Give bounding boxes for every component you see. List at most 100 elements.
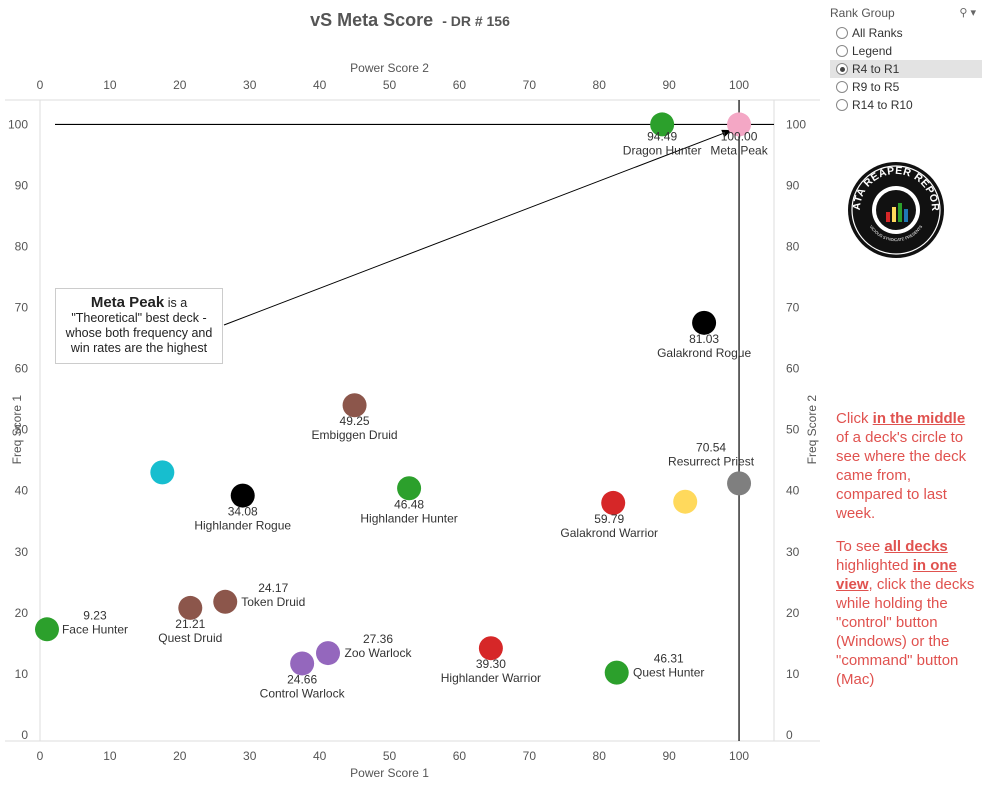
y-tick-label-left: 0: [21, 728, 28, 742]
deck-score-label: 49.25: [340, 414, 370, 428]
deck-point-zoo-warlock[interactable]: [316, 641, 341, 666]
x-tick-label-bottom: 70: [523, 749, 537, 763]
deck-point-galakrond-rogue[interactable]: [692, 310, 717, 335]
deck-point-meta-peak[interactable]: [727, 112, 752, 137]
filter-icons: ⚲ ▾: [959, 6, 976, 19]
title-sub: - DR # 156: [442, 13, 510, 29]
deck-score-label: 27.36: [363, 632, 393, 646]
filter-option[interactable]: R14 to R10: [830, 96, 982, 114]
highlight-all-note: To see all decks highlighted in one view…: [836, 537, 978, 689]
radio-icon[interactable]: [836, 99, 848, 111]
deck-name-label: Resurrect Priest: [668, 454, 755, 468]
meta-peak-callout: Meta Peak is a "Theoretical" best deck -…: [55, 288, 223, 364]
deck-score-label: 39.30: [476, 657, 506, 671]
radio-icon[interactable]: [836, 81, 848, 93]
deck-point-face-hunter[interactable]: [34, 617, 59, 642]
click-middle-note: Click in the middle of a deck's circle t…: [836, 409, 978, 523]
x-tick-label-bottom: 80: [593, 749, 607, 763]
x-tick-label-bottom: 30: [243, 749, 257, 763]
deck-point-dragon-hunter[interactable]: [650, 112, 675, 137]
y-tick-label-left: 70: [15, 301, 29, 315]
filter-header: Rank Group ⚲ ▾: [830, 6, 982, 24]
x-tick-label-top: 50: [383, 78, 397, 92]
filter-option-label: R14 to R10: [852, 98, 913, 112]
deck-name-label: Galakrond Rogue: [657, 346, 751, 360]
deck-point-control-warlock[interactable]: [290, 651, 315, 676]
x-tick-label-top: 80: [593, 78, 607, 92]
note2-text-b: highlighted: [836, 557, 913, 574]
note1-text-b: of a deck's circle to see where the deck…: [836, 429, 967, 522]
deck-point-quest-hunter[interactable]: [604, 660, 629, 685]
deck-name-label: Quest Hunter: [633, 666, 704, 680]
y-tick-label-left: 20: [15, 606, 29, 620]
deck-point-resurrect-priest[interactable]: [727, 471, 752, 496]
scatter-chart: 0010102020303040405050606070708080909010…: [5, 61, 820, 780]
deck-score-label: 94.49: [647, 129, 677, 143]
x-tick-label-top: 70: [523, 78, 537, 92]
deck-name-label: Face Hunter: [62, 622, 128, 636]
x-tick-label-top: 30: [243, 78, 257, 92]
x-tick-label-top: 0: [37, 78, 44, 92]
callout-bold: Meta Peak: [90, 294, 165, 311]
note1-link[interactable]: in the middle: [872, 410, 966, 427]
y-tick-label-right: 60: [786, 362, 800, 376]
deck-name-label: Highlander Hunter: [360, 511, 457, 525]
filter-title: Rank Group: [830, 6, 895, 20]
deck-score-label: 24.17: [258, 581, 288, 595]
deck-point-highlander-warrior[interactable]: [478, 636, 503, 661]
deck-name-label: Token Druid: [241, 595, 305, 609]
deck-name-label: Dragon Hunter: [623, 143, 702, 157]
filter-option-label: Legend: [852, 44, 893, 58]
deck-point-quest-druid[interactable]: [178, 595, 203, 620]
note2-link-all-decks[interactable]: all decks: [884, 538, 948, 555]
x-tick-label-top: 100: [729, 78, 749, 92]
deck-score-label: 46.48: [394, 497, 424, 511]
radio-icon[interactable]: [836, 27, 848, 39]
filter-option[interactable]: R4 to R1: [830, 60, 982, 78]
x-tick-label-bottom: 60: [453, 749, 467, 763]
x-tick-label-bottom: 0: [37, 749, 44, 763]
y-tick-label-right: 90: [786, 178, 800, 192]
y-tick-label-right: 80: [786, 240, 800, 254]
deck-point-unlabeled[interactable]: [673, 489, 698, 514]
note1-text-a: Click: [836, 410, 873, 427]
deck-score-label: 21.21: [175, 617, 205, 631]
x-tick-label-top: 20: [173, 78, 187, 92]
deck-point-embiggen-druid[interactable]: [342, 393, 367, 418]
filter-option[interactable]: All Ranks: [830, 24, 982, 42]
y-tick-label-left: 100: [8, 117, 28, 131]
y-axis-title-left: Freq Score 1: [10, 395, 24, 465]
note2-link-one-view[interactable]: in one view: [836, 557, 957, 593]
note2-text-a: To see: [836, 538, 885, 555]
deck-name-label: Embiggen Druid: [312, 428, 398, 442]
x-tick-label-top: 60: [453, 78, 467, 92]
filter-option[interactable]: Legend: [830, 42, 982, 60]
deck-point-unlabeled[interactable]: [150, 460, 175, 485]
x-tick-label-bottom: 100: [729, 749, 749, 763]
x-tick-label-bottom: 90: [662, 749, 676, 763]
deck-score-label: 100.00: [721, 129, 758, 143]
deck-score-label: 24.66: [287, 672, 317, 686]
deck-point-highlander-rogue[interactable]: [230, 483, 255, 508]
x-axis-title-top: Power Score 2: [350, 61, 429, 75]
radio-icon[interactable]: [836, 45, 848, 57]
x-tick-label-bottom: 40: [313, 749, 327, 763]
deck-point-galakrond-warrior[interactable]: [601, 490, 626, 515]
x-tick-label-top: 90: [662, 78, 676, 92]
y-tick-label-right: 40: [786, 484, 800, 498]
y-tick-label-right: 20: [786, 606, 800, 620]
deck-score-label: 81.03: [689, 332, 719, 346]
x-tick-label-bottom: 20: [173, 749, 187, 763]
radio-icon[interactable]: [836, 63, 848, 75]
chevron-down-icon[interactable]: ▾: [970, 7, 976, 19]
x-axis-title-bottom: Power Score 1: [350, 766, 429, 780]
y-tick-label-left: 90: [15, 178, 29, 192]
deck-point-token-druid[interactable]: [213, 589, 238, 614]
y-tick-label-left: 30: [15, 545, 29, 559]
deck-point-highlander-hunter[interactable]: [397, 476, 422, 501]
filter-option[interactable]: R9 to R5: [830, 78, 982, 96]
deck-name-label: Highlander Rogue: [194, 519, 291, 533]
search-icon[interactable]: ⚲: [959, 7, 968, 19]
filter-option-label: R4 to R1: [852, 62, 900, 76]
note2-text-c: , click the decks while holding the "con…: [836, 576, 975, 688]
